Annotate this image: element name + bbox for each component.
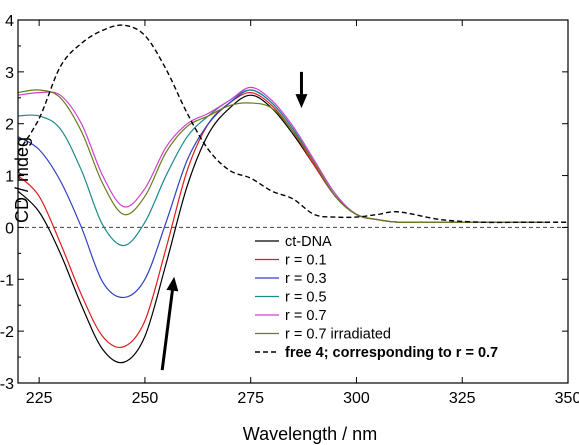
legend-label: r = 0.1 <box>285 253 327 269</box>
y-tick-label: 0 <box>5 220 14 237</box>
x-tick-label: 325 <box>449 390 476 407</box>
legend-label: r = 0.5 <box>285 290 327 306</box>
y-tick-label: 3 <box>5 65 14 82</box>
series-line-3 <box>18 89 547 299</box>
legend-label: free 4; corresponding to r = 0.7 <box>285 345 498 361</box>
y-axis-label: CD / mdeg <box>12 137 32 223</box>
y-tick-label: 1 <box>5 169 14 186</box>
y-tick-label: 2 <box>5 117 14 134</box>
x-tick-label: 350 <box>555 390 579 407</box>
x-tick-label: 225 <box>26 390 53 407</box>
x-tick-label: 275 <box>237 390 264 407</box>
legend: ct-DNA r = 0.1 r = 0.3 r = 0.5 r = 0.7 r = 0.… <box>255 234 498 361</box>
axes-layer: 225 250 275 300 325 350 -3 -2 -1 0 1 2 3 4 <box>0 13 579 407</box>
legend-label: r = 0.7 irradiated <box>285 327 391 343</box>
legend-label: ct-DNA <box>285 234 332 250</box>
series-line-7 <box>18 24 568 224</box>
arrow-down-icon <box>295 71 308 109</box>
annotation-layer <box>160 71 308 371</box>
x-tick-label: 300 <box>343 390 370 407</box>
series-line-5 <box>18 86 547 224</box>
x-axis-label: Wavelength / nm <box>243 424 377 444</box>
legend-label: r = 0.3 <box>285 271 327 287</box>
y-tick-label: -1 <box>0 272 14 289</box>
series-layer <box>18 24 568 364</box>
y-tick-label: -3 <box>0 376 14 393</box>
y-tick-label: -2 <box>0 324 14 341</box>
arrow-up-icon <box>160 276 179 371</box>
x-tick-label: 250 <box>132 390 159 407</box>
series-line-6 <box>18 89 547 224</box>
legend-label: r = 0.7 <box>285 308 327 324</box>
y-tick-label: 4 <box>5 13 14 30</box>
series-line-2 <box>18 91 547 348</box>
series-line-1 <box>18 94 547 364</box>
